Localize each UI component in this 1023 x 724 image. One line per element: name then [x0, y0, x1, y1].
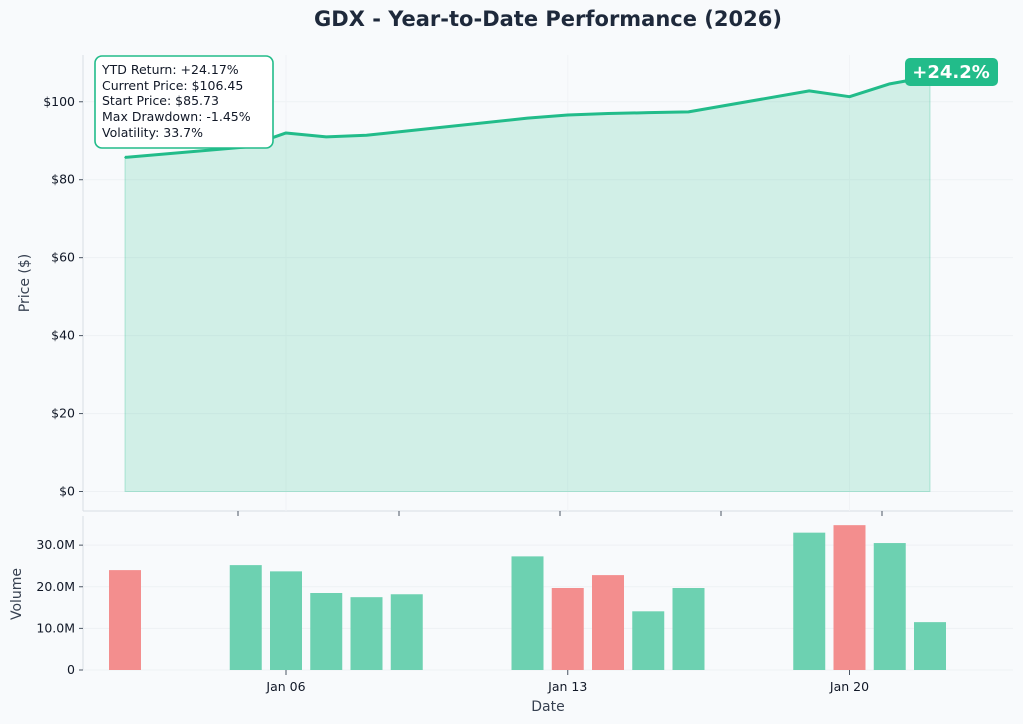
return-badge-bg [905, 58, 998, 86]
price-point [808, 90, 811, 92]
price-point [607, 112, 609, 115]
price-y-tick-label: $20 [51, 406, 75, 421]
volume-bar [551, 588, 584, 670]
price-point [526, 117, 529, 119]
volume-x-tick-label: Jan 13 [547, 679, 587, 694]
volume-y-tick-label: 20.0M [36, 579, 75, 594]
volume-bar [873, 543, 906, 670]
volume-y-tick-label: 10.0M [36, 620, 75, 635]
price-y-tick-label: $80 [51, 172, 75, 187]
volume-x-tick-label: Jan 06 [265, 679, 305, 694]
volume-x-tick-label: Jan 20 [829, 679, 869, 694]
price-point [405, 130, 408, 132]
volume-bar [109, 570, 141, 670]
stats-current-price: Current Price: $106.45 [102, 78, 243, 93]
price-point [888, 83, 891, 85]
price-point [687, 111, 690, 113]
volume-y-ticks: 0 10.0M 20.0M 30.0M [36, 537, 83, 677]
price-point [848, 95, 851, 98]
volume-bar [229, 565, 262, 670]
price-panel: $0 $20 $40 $60 $80 $100 Price ($) YTD Return:… [17, 55, 1013, 516]
volume-y-tick-label: 30.0M [36, 537, 75, 552]
volume-bar [511, 556, 544, 670]
chart-title: GDX - Year-to-Date Performance (2026) [314, 7, 782, 31]
stats-start-price: Start Price: $85.73 [102, 93, 219, 108]
price-point [647, 111, 650, 114]
price-y-ticks: $0 $20 $40 $60 $80 $100 [43, 94, 83, 499]
volume-grid [83, 544, 1013, 671]
volume-panel: 0 10.0M 20.0M 30.0M Jan 06 Jan 13 Jan 20 Volu… [9, 516, 1013, 715]
stats-ytd-return: YTD Return: +24.17% [101, 62, 239, 77]
price-y-tick-label: $0 [59, 484, 75, 499]
volume-bars [109, 525, 946, 670]
price-y-tick-label: $60 [51, 250, 75, 265]
price-y-axis-label: Price ($) [17, 254, 33, 312]
volume-y-axis-label: Volume [9, 568, 25, 620]
volume-bar [914, 622, 946, 670]
stats-box-frame [94, 55, 274, 149]
volume-x-ticks: Jan 06 Jan 13 Jan 20 [265, 670, 869, 694]
price-point [365, 134, 368, 137]
price-y-tick-label: $40 [51, 328, 75, 343]
volume-bar [793, 532, 826, 670]
volume-bar [672, 588, 705, 670]
volume-bar [310, 593, 343, 670]
price-point [325, 136, 328, 138]
price-grid [83, 55, 1013, 511]
price-point [285, 132, 287, 134]
volume-y-tick-label: 0 [67, 662, 75, 677]
price-x-ticks [237, 511, 883, 516]
volume-bar [833, 525, 866, 670]
volume-bar [632, 611, 665, 670]
stats-box: YTD Return: +24.17% Current Price: $106.… [94, 55, 274, 149]
volume-bar [592, 575, 624, 670]
price-point [124, 156, 126, 159]
price-point [566, 114, 569, 116]
return-badge-label: +24.2% [912, 62, 990, 83]
stats-volatility: Volatility: 33.7% [102, 125, 203, 140]
return-badge: +24.2% [905, 58, 998, 86]
volume-x-axis-label: Date [531, 699, 564, 715]
volume-bar [390, 594, 423, 670]
stats-max-drawdown: Max Drawdown: -1.45% [102, 109, 251, 124]
volume-bar [350, 597, 383, 670]
price-y-tick-label: $100 [43, 94, 75, 109]
volume-bar [270, 571, 302, 670]
